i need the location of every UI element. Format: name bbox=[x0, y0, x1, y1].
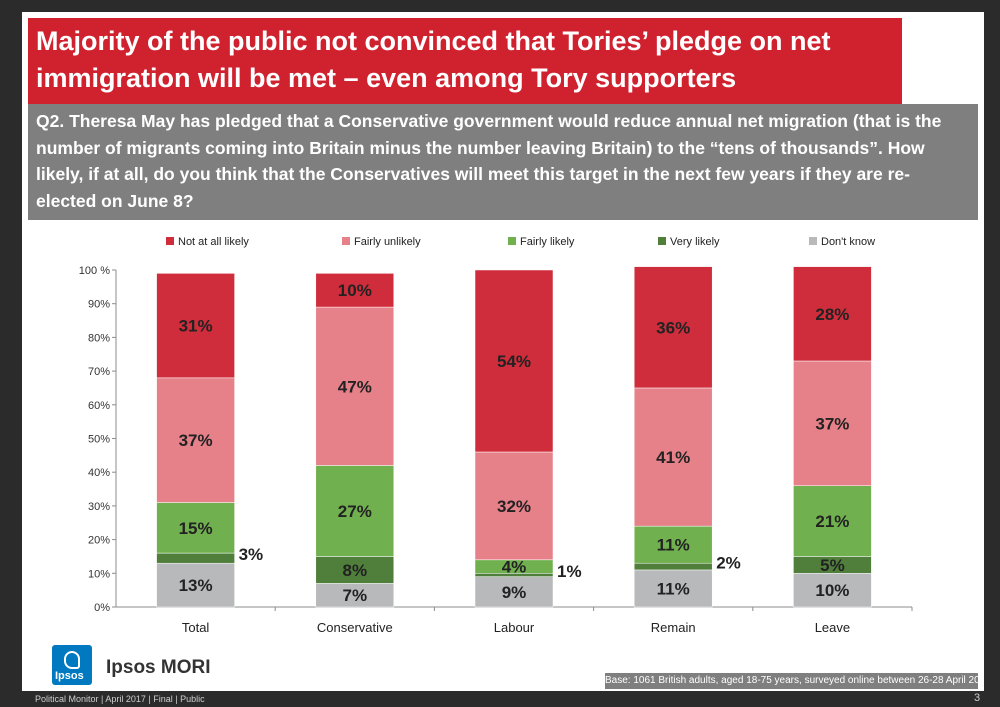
bar-segment bbox=[633, 387, 713, 527]
question-text: Q2. Theresa May has pledged that a Conse… bbox=[28, 104, 978, 220]
bar-segment bbox=[474, 451, 554, 561]
data-label: 1% bbox=[557, 562, 582, 581]
bar-segment bbox=[315, 465, 395, 557]
bar-segment bbox=[156, 502, 235, 554]
legend-label: Fairly unlikely bbox=[354, 236, 421, 248]
footer-text: Political Monitor | April 2017 | Final |… bbox=[35, 694, 205, 704]
bar-segment bbox=[156, 562, 235, 608]
data-label: 11% bbox=[657, 579, 690, 598]
bar-segment bbox=[793, 360, 872, 486]
data-label: 13% bbox=[179, 576, 213, 595]
data-label: 10% bbox=[338, 281, 372, 300]
legend-swatch bbox=[809, 237, 817, 245]
x-tick-label: Leave bbox=[815, 620, 850, 635]
data-label: 8% bbox=[343, 561, 368, 580]
legend-swatch bbox=[342, 237, 350, 245]
data-label: 3% bbox=[239, 545, 264, 564]
bar-segment bbox=[793, 573, 872, 608]
y-tick-label: 60% bbox=[88, 400, 110, 412]
bar-segment bbox=[633, 525, 713, 564]
x-tick-label: Remain bbox=[651, 620, 696, 635]
legend-swatch bbox=[166, 237, 174, 245]
legend-label: Fairly likely bbox=[520, 236, 575, 248]
legend-label: Don't know bbox=[821, 236, 875, 248]
base-note: Base: 1061 British adults, aged 18-75 ye… bbox=[605, 673, 978, 689]
y-tick-label: 10% bbox=[88, 568, 110, 580]
bar-segment bbox=[315, 556, 395, 584]
legend-swatch bbox=[508, 237, 516, 245]
data-label: 7% bbox=[343, 586, 368, 605]
data-label: 11% bbox=[657, 536, 690, 555]
data-label: 47% bbox=[338, 377, 372, 396]
logo-wordmark: Ipsos bbox=[55, 670, 84, 682]
bar-segment bbox=[156, 377, 235, 503]
data-label: 28% bbox=[815, 305, 849, 324]
y-tick-label: 90% bbox=[88, 299, 110, 311]
bar-segment bbox=[156, 552, 235, 564]
y-tick-label: 100 % bbox=[79, 265, 110, 277]
data-label: 37% bbox=[815, 414, 849, 433]
y-tick-label: 70% bbox=[88, 366, 110, 378]
bar-segment bbox=[474, 576, 554, 608]
bar-segment bbox=[793, 266, 872, 362]
bar-segment bbox=[633, 266, 713, 389]
bar-segment bbox=[793, 485, 872, 557]
y-tick-label: 50% bbox=[88, 434, 110, 446]
bar-segment bbox=[315, 273, 395, 308]
y-tick-label: 0% bbox=[94, 602, 110, 614]
page-number: 3 bbox=[974, 692, 981, 704]
ipsos-logo: Ipsos bbox=[52, 645, 92, 685]
x-tick-label: Total bbox=[182, 620, 210, 635]
y-tick-label: 20% bbox=[88, 535, 110, 547]
slide-title: Majority of the public not convinced tha… bbox=[28, 18, 902, 104]
brand-name: Ipsos MORI bbox=[106, 657, 211, 678]
x-tick-label: Conservative bbox=[317, 620, 393, 635]
data-label: 5% bbox=[820, 556, 845, 575]
data-label: 2% bbox=[716, 554, 741, 573]
data-label: 21% bbox=[815, 512, 849, 531]
legend-label: Very likely bbox=[670, 236, 720, 248]
data-label: 36% bbox=[656, 318, 690, 337]
data-label: 4% bbox=[502, 558, 527, 577]
legend-swatch bbox=[658, 237, 666, 245]
ipsos-logo-icon bbox=[64, 651, 80, 669]
data-label: 15% bbox=[179, 519, 213, 538]
bar-segment bbox=[474, 269, 554, 453]
data-label: 31% bbox=[179, 317, 213, 336]
x-tick-label: Labour bbox=[494, 620, 535, 635]
y-tick-label: 40% bbox=[88, 467, 110, 479]
legend-label: Not at all likely bbox=[178, 236, 249, 248]
bar-segment bbox=[156, 273, 235, 379]
data-label: 32% bbox=[497, 497, 531, 516]
data-label: 9% bbox=[502, 583, 527, 602]
y-tick-label: 30% bbox=[88, 501, 110, 513]
data-label: 54% bbox=[497, 352, 531, 371]
bar-segment bbox=[633, 562, 713, 571]
data-label: 27% bbox=[338, 502, 372, 521]
bar-segment bbox=[315, 306, 395, 466]
data-label: 10% bbox=[815, 581, 849, 600]
bar-segment bbox=[633, 569, 713, 608]
data-label: 41% bbox=[656, 448, 690, 467]
y-tick-label: 80% bbox=[88, 332, 110, 344]
data-label: 37% bbox=[179, 431, 213, 450]
